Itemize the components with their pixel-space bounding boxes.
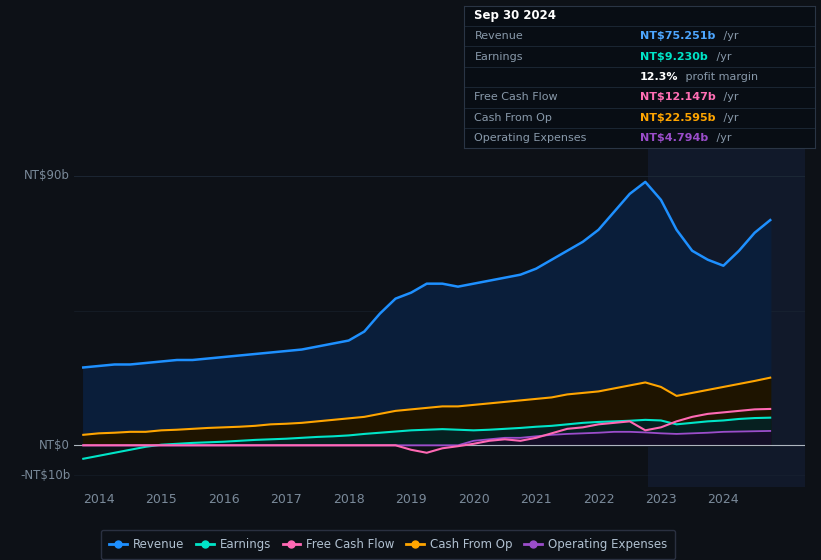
Text: NT$4.794b: NT$4.794b: [640, 133, 708, 143]
Text: Operating Expenses: Operating Expenses: [475, 133, 587, 143]
Text: /yr: /yr: [720, 113, 739, 123]
Bar: [649, 140, 811, 487]
Text: /yr: /yr: [720, 92, 739, 102]
Text: Revenue: Revenue: [475, 31, 523, 41]
Text: Sep 30 2024: Sep 30 2024: [475, 10, 557, 22]
Text: NT$90b: NT$90b: [25, 170, 71, 183]
Text: Earnings: Earnings: [475, 52, 523, 62]
Text: NT$0: NT$0: [39, 439, 71, 452]
Text: Free Cash Flow: Free Cash Flow: [475, 92, 558, 102]
Text: /yr: /yr: [713, 133, 732, 143]
Legend: Revenue, Earnings, Free Cash Flow, Cash From Op, Operating Expenses: Revenue, Earnings, Free Cash Flow, Cash …: [101, 530, 676, 559]
Text: profit margin: profit margin: [681, 72, 758, 82]
Text: NT$9.230b: NT$9.230b: [640, 52, 708, 62]
Text: NT$22.595b: NT$22.595b: [640, 113, 715, 123]
Text: 12.3%: 12.3%: [640, 72, 678, 82]
Text: Cash From Op: Cash From Op: [475, 113, 553, 123]
Text: /yr: /yr: [720, 31, 739, 41]
Text: NT$75.251b: NT$75.251b: [640, 31, 715, 41]
Text: NT$12.147b: NT$12.147b: [640, 92, 715, 102]
Text: /yr: /yr: [713, 52, 732, 62]
Text: -NT$10b: -NT$10b: [20, 469, 71, 482]
